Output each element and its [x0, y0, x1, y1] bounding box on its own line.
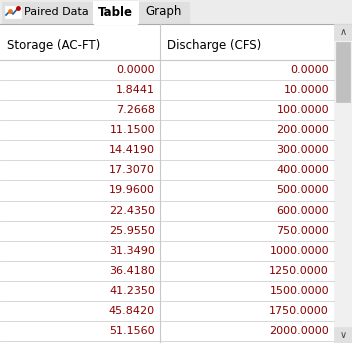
Text: 36.4180: 36.4180: [109, 266, 155, 276]
Text: 41.2350: 41.2350: [109, 286, 155, 296]
Text: 600.0000: 600.0000: [276, 205, 329, 215]
Text: 1750.0000: 1750.0000: [269, 306, 329, 316]
Text: 500.0000: 500.0000: [276, 186, 329, 196]
Text: ∨: ∨: [339, 330, 347, 340]
Text: 200.0000: 200.0000: [276, 125, 329, 135]
Bar: [336, 42, 350, 102]
Text: Discharge (CFS): Discharge (CFS): [167, 39, 261, 52]
Text: 10.0000: 10.0000: [283, 85, 329, 95]
Text: 750.0000: 750.0000: [276, 226, 329, 236]
Text: Paired Data: Paired Data: [24, 7, 89, 17]
Text: 1.8441: 1.8441: [116, 85, 155, 95]
Text: 2000.0000: 2000.0000: [269, 326, 329, 336]
Bar: [5, 6, 21, 18]
Bar: [334, 327, 352, 343]
Text: 51.1560: 51.1560: [109, 326, 155, 336]
Bar: [0, 0, 352, 24]
Text: 400.0000: 400.0000: [276, 165, 329, 175]
Text: 100.0000: 100.0000: [276, 105, 329, 115]
Bar: [334, 24, 352, 343]
Text: 300.0000: 300.0000: [276, 145, 329, 155]
Text: 31.3490: 31.3490: [109, 246, 155, 256]
Bar: [334, 24, 352, 40]
Text: 11.1500: 11.1500: [109, 125, 155, 135]
Text: 19.9600: 19.9600: [109, 186, 155, 196]
Text: 17.3070: 17.3070: [109, 165, 155, 175]
Text: 1500.0000: 1500.0000: [269, 286, 329, 296]
Text: Graph: Graph: [146, 5, 182, 19]
Text: 1250.0000: 1250.0000: [269, 266, 329, 276]
Text: 7.2668: 7.2668: [116, 105, 155, 115]
Text: 14.4190: 14.4190: [109, 145, 155, 155]
Text: 22.4350: 22.4350: [109, 205, 155, 215]
Text: Table: Table: [98, 5, 133, 19]
Bar: [2, 2, 92, 23]
Bar: [93, 1, 138, 25]
Text: 0.0000: 0.0000: [117, 65, 155, 75]
Bar: [94, 23, 138, 25]
Text: 0.0000: 0.0000: [290, 65, 329, 75]
Text: 45.8420: 45.8420: [109, 306, 155, 316]
Text: 25.9550: 25.9550: [109, 226, 155, 236]
Text: ∧: ∧: [339, 27, 347, 37]
Bar: [139, 2, 189, 23]
Text: 1000.0000: 1000.0000: [269, 246, 329, 256]
Text: Storage (AC-FT): Storage (AC-FT): [7, 39, 100, 52]
